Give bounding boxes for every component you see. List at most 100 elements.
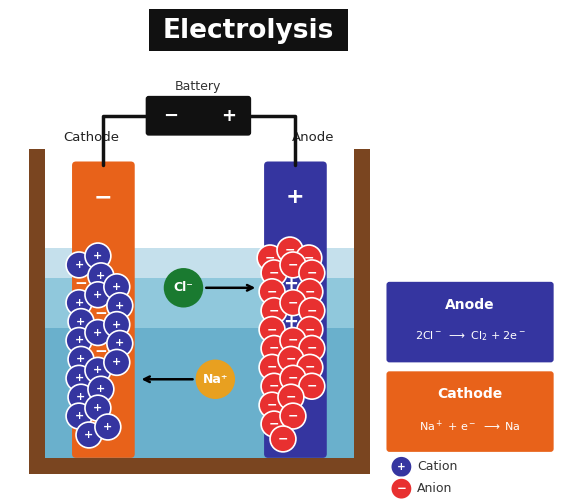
Circle shape xyxy=(95,414,121,440)
Circle shape xyxy=(107,293,133,318)
Circle shape xyxy=(259,279,285,304)
Circle shape xyxy=(68,346,94,372)
Circle shape xyxy=(68,384,94,410)
Text: +: + xyxy=(93,328,102,338)
Circle shape xyxy=(85,358,111,384)
Circle shape xyxy=(261,336,287,361)
Circle shape xyxy=(278,384,304,410)
Text: −: − xyxy=(269,380,279,392)
Text: −: − xyxy=(285,390,296,404)
Text: −: − xyxy=(267,286,277,298)
Text: −: − xyxy=(75,276,87,291)
Text: Cation: Cation xyxy=(418,460,457,473)
Bar xyxy=(339,444,370,474)
Text: Anode: Anode xyxy=(445,298,495,312)
Text: +: + xyxy=(115,338,124,348)
Text: +: + xyxy=(286,188,305,208)
Text: +: + xyxy=(112,320,121,330)
Bar xyxy=(324,458,339,474)
Circle shape xyxy=(280,252,306,278)
Circle shape xyxy=(197,360,234,398)
Circle shape xyxy=(297,354,323,380)
Wedge shape xyxy=(29,414,59,444)
Bar xyxy=(353,148,370,444)
Circle shape xyxy=(259,392,285,418)
Bar xyxy=(29,148,45,444)
Circle shape xyxy=(297,279,323,304)
Circle shape xyxy=(66,328,92,353)
Text: −: − xyxy=(288,258,298,272)
FancyBboxPatch shape xyxy=(387,372,554,452)
Circle shape xyxy=(280,290,306,316)
Text: −: − xyxy=(269,418,279,430)
Circle shape xyxy=(259,354,285,380)
Circle shape xyxy=(299,336,325,361)
Text: Na⁺: Na⁺ xyxy=(202,373,228,386)
Text: +: + xyxy=(283,275,298,293)
Bar xyxy=(45,248,353,278)
Text: −: − xyxy=(303,252,314,264)
Bar xyxy=(45,308,353,458)
Text: +: + xyxy=(112,358,121,368)
Circle shape xyxy=(88,376,114,402)
Text: −: − xyxy=(94,344,107,359)
Circle shape xyxy=(391,456,413,477)
Text: −: − xyxy=(288,372,298,385)
Text: +: + xyxy=(84,430,94,440)
FancyBboxPatch shape xyxy=(264,162,327,458)
Circle shape xyxy=(104,312,130,338)
Circle shape xyxy=(66,252,92,278)
Bar xyxy=(45,268,353,328)
Text: +: + xyxy=(93,403,102,413)
Text: −: − xyxy=(396,482,406,495)
Circle shape xyxy=(66,366,92,391)
FancyBboxPatch shape xyxy=(146,96,251,136)
Text: −: − xyxy=(94,306,107,321)
Text: Na$^+$ + e$^-$ $\longrightarrow$ Na: Na$^+$ + e$^-$ $\longrightarrow$ Na xyxy=(419,418,521,434)
Circle shape xyxy=(261,411,287,437)
Circle shape xyxy=(297,316,323,342)
Text: Battery: Battery xyxy=(175,80,221,93)
Circle shape xyxy=(85,320,111,345)
Text: −: − xyxy=(269,304,279,317)
Text: +: + xyxy=(93,290,102,300)
Circle shape xyxy=(277,237,303,263)
Text: +: + xyxy=(76,316,85,326)
Bar xyxy=(29,444,59,474)
Circle shape xyxy=(88,263,114,289)
Text: −: − xyxy=(94,188,113,208)
Circle shape xyxy=(280,366,306,391)
Text: −: − xyxy=(305,286,315,298)
Text: Electrolysis: Electrolysis xyxy=(162,18,334,44)
Circle shape xyxy=(107,330,133,356)
Circle shape xyxy=(391,478,413,500)
Text: +: + xyxy=(96,271,106,281)
Text: +: + xyxy=(397,462,406,472)
Circle shape xyxy=(85,243,111,269)
Circle shape xyxy=(66,403,92,429)
Circle shape xyxy=(257,245,283,271)
Circle shape xyxy=(280,328,306,353)
Text: +: + xyxy=(76,354,85,364)
Circle shape xyxy=(296,245,322,271)
Text: −: − xyxy=(267,361,277,374)
Text: +: + xyxy=(93,366,102,376)
Text: +: + xyxy=(96,384,106,394)
Circle shape xyxy=(85,395,111,421)
Circle shape xyxy=(76,422,102,448)
Text: 2Cl$^-$ $\longrightarrow$ Cl$_2$ + 2e$^-$: 2Cl$^-$ $\longrightarrow$ Cl$_2$ + 2e$^-… xyxy=(415,330,525,344)
Text: −: − xyxy=(307,266,317,280)
Text: −: − xyxy=(288,296,298,309)
Text: −: − xyxy=(288,334,298,347)
Text: Anode: Anode xyxy=(292,130,334,143)
Text: +: + xyxy=(74,336,84,345)
Text: −: − xyxy=(278,432,288,446)
Text: Cl⁻: Cl⁻ xyxy=(174,282,193,294)
Circle shape xyxy=(85,282,111,308)
Circle shape xyxy=(261,260,287,286)
Circle shape xyxy=(104,274,130,299)
Circle shape xyxy=(261,374,287,399)
Text: −: − xyxy=(307,380,317,392)
Circle shape xyxy=(299,260,325,286)
Circle shape xyxy=(165,269,202,306)
